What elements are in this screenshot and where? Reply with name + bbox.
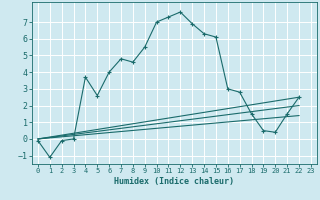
X-axis label: Humidex (Indice chaleur): Humidex (Indice chaleur) <box>115 177 234 186</box>
